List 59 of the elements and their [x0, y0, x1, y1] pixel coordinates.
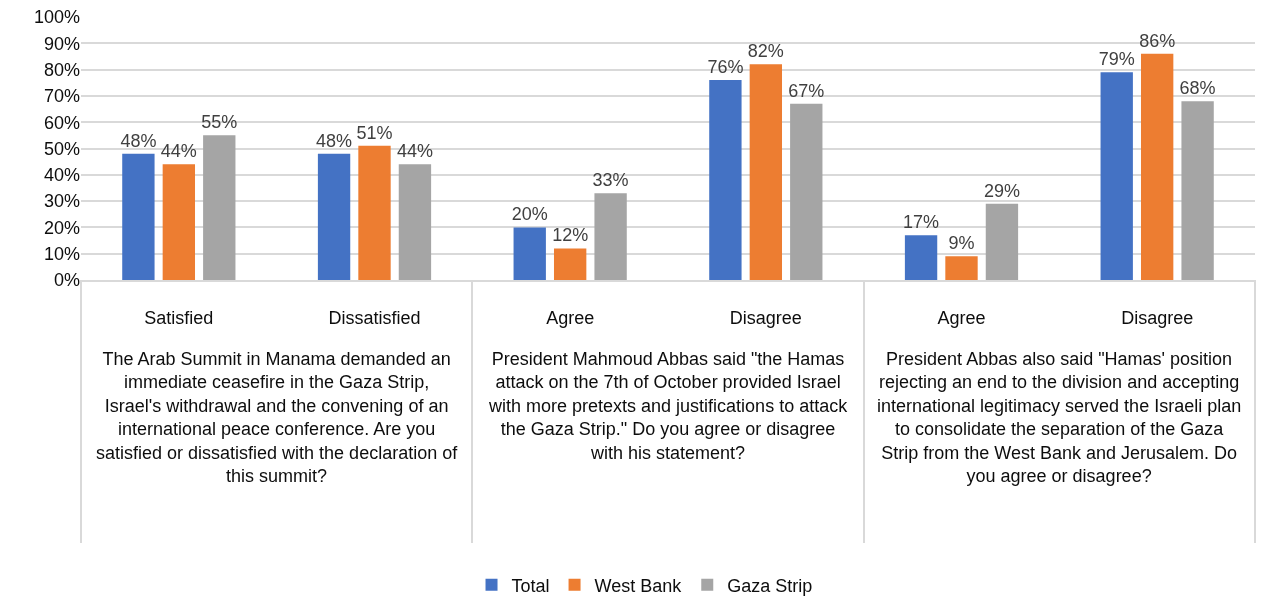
x-tick-label: Dissatisfied [328, 307, 421, 328]
data-label: 44% [160, 141, 197, 162]
bar [1100, 72, 1133, 280]
x-tick-label: Agree [937, 307, 986, 328]
data-label: 67% [788, 80, 825, 101]
y-tick-label: 10% [43, 244, 80, 264]
y-tick-label: 40% [43, 165, 80, 186]
y-tick-label: 50% [43, 138, 80, 159]
text: President Abbas also said "Hamas' position rejecting an end to the division and accepting international legitimacy served the Israeli plan to consolidate the separation of the Gaza Strip from the West Bank and Jerusalem. Do you agree or disagree? [877, 349, 1242, 486]
x-tick-label: Agree [546, 307, 595, 328]
bar [162, 164, 196, 280]
legend-label: Gaza Strip [727, 575, 813, 596]
bar [513, 227, 546, 280]
data-label: 44% [396, 141, 433, 162]
legend-label: Total [511, 575, 550, 596]
y-tick-label: 60% [43, 112, 80, 133]
bar [749, 64, 783, 280]
legend-label: West Bank [594, 575, 683, 596]
bar [945, 256, 978, 280]
data-label: 29% [983, 180, 1020, 201]
data-label: 12% [552, 225, 589, 246]
data-label: 33% [592, 170, 629, 191]
data-label: 76% [707, 57, 744, 78]
text: The Arab Summit in Manama demanded an immediate ceasefire in the Gaza Strip, Israel's withdrawal and the convening of an international peace conference. Are you satisfied or dissatisfied with the declaration of this summit? [96, 349, 459, 486]
x-tick-label: Disagree [729, 307, 802, 328]
bar [122, 153, 155, 280]
data-label: 55% [201, 112, 238, 133]
data-label: 20% [511, 204, 548, 225]
data-label: 51% [356, 122, 393, 143]
bar [398, 164, 432, 280]
bar [358, 145, 391, 280]
data-label: 48% [120, 130, 157, 151]
y-tick-label: 30% [43, 191, 80, 212]
y-tick-label: 80% [43, 59, 80, 80]
bar [203, 135, 236, 280]
y-tick-label: 0% [53, 270, 80, 291]
data-label: 17% [903, 212, 940, 233]
x-tick-label: Satisfied [144, 307, 214, 328]
data-label: 48% [316, 130, 353, 151]
x-tick-label: Disagree [1121, 307, 1194, 328]
y-tick-label: 90% [43, 33, 80, 54]
data-label: 79% [1098, 49, 1135, 70]
bar [594, 193, 627, 280]
text: President Mahmoud Abbas said "the Hamas attack on the 7th of October provided Israel with more pretexts and justifications to attack the Gaza Strip." Do you agree or disagree with his statement? [488, 349, 849, 463]
y-tick-label: 100% [33, 7, 80, 28]
data-label: 86% [1139, 30, 1176, 51]
y-tick-label: 70% [43, 86, 80, 107]
data-label: 82% [747, 41, 784, 62]
bar [904, 235, 938, 280]
data-label: 9% [948, 233, 975, 254]
y-tick-label: 20% [43, 217, 80, 238]
bar [1181, 101, 1214, 280]
bar [985, 203, 1019, 280]
bar [553, 248, 587, 280]
data-label: 68% [1179, 78, 1216, 99]
bar [317, 153, 351, 280]
bar [709, 80, 742, 280]
bar [1140, 53, 1174, 280]
bar [790, 103, 823, 280]
